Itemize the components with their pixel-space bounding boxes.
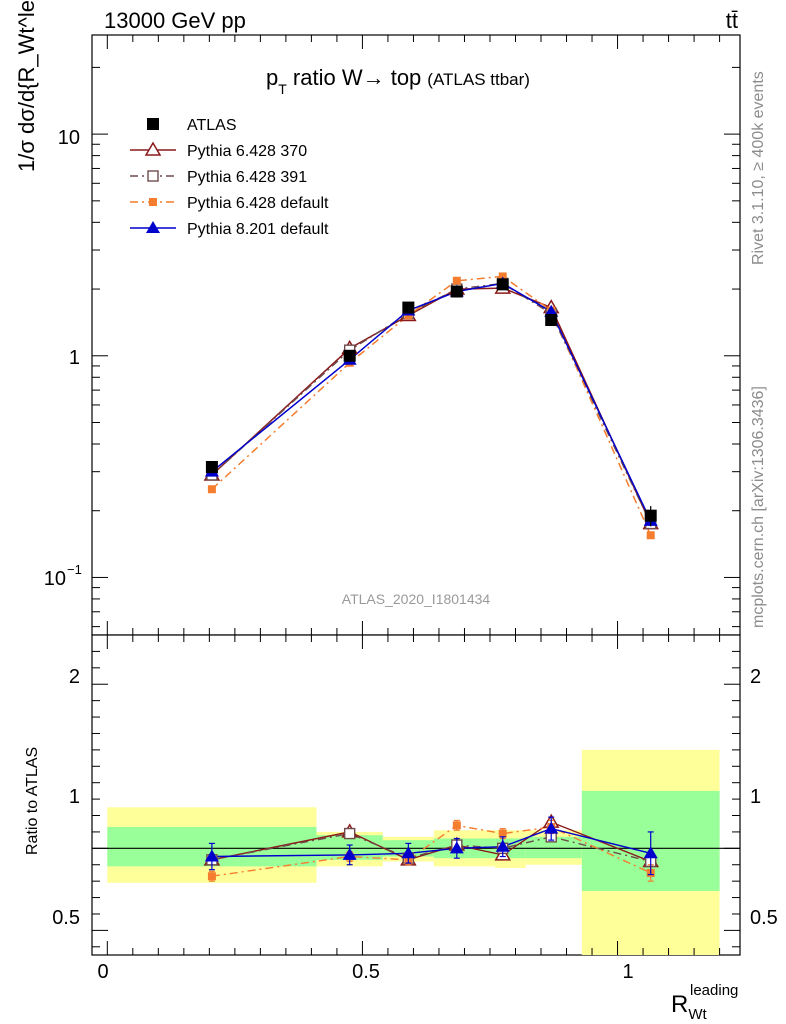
mcplots-label: mcplots.cern.ch [arXiv:1306.3436] xyxy=(750,386,767,628)
x-axis-label-sup: leading xyxy=(690,982,738,999)
data-point-atlas xyxy=(496,278,509,291)
data-point-atlas xyxy=(402,301,415,314)
legend-label: Pythia 6.428 370 xyxy=(187,143,307,160)
legend-marker xyxy=(147,118,159,130)
data-point-atlas xyxy=(450,285,463,298)
chart-title: pT ratio W→ top (ATLAS ttbar) xyxy=(266,65,530,97)
legend-label: Pythia 8.201 default xyxy=(187,221,329,238)
process-label: tt̄ xyxy=(726,8,738,33)
x-axis-label-main: R xyxy=(671,991,688,1018)
legend-label: Pythia 6.428 391 xyxy=(187,169,307,186)
legend-marker xyxy=(146,221,160,233)
legend-marker xyxy=(147,170,159,182)
ratio-ytick-label-0.5: 0.5 xyxy=(52,907,80,929)
data-point xyxy=(544,304,559,317)
ratio-ytick-label-2-right: 2 xyxy=(750,666,761,688)
ratio-panel: 2 1 0.5 2 1 0.5 Ratio to ATLAS 0 0.5 1 R… xyxy=(24,634,778,1023)
xtick-label-1: 1 xyxy=(622,961,633,983)
legend-label: Pythia 6.428 default xyxy=(187,195,329,212)
ratio-ytick-label-1-right: 1 xyxy=(750,786,761,808)
legend-marker xyxy=(149,198,157,206)
ratio-data-point xyxy=(204,849,219,862)
ratio-y-axis-label: Ratio to ATLAS xyxy=(24,747,41,855)
xtick-label-0: 0 xyxy=(97,961,108,983)
chart-title-rest: ratio W→ top xyxy=(287,65,421,90)
energy-label: 13000 GeV pp xyxy=(104,8,246,33)
main-frame xyxy=(91,34,741,636)
x-axis-label-sub: Wt xyxy=(688,1006,707,1023)
data-point xyxy=(646,531,655,540)
ytick-label-0.1-exponent: −1 xyxy=(67,562,82,577)
ratio-data-point xyxy=(343,827,356,840)
ratio-series-layer xyxy=(203,813,660,882)
uncertainty-band-green xyxy=(525,836,582,859)
ratio-data-point xyxy=(401,846,416,859)
ratio-data-point xyxy=(643,846,658,859)
data-point-atlas xyxy=(644,509,657,522)
ratio-data-point xyxy=(498,829,507,838)
data-point-atlas xyxy=(545,314,558,327)
ratio-ytick-label-2: 2 xyxy=(69,666,80,688)
main-y-ticks xyxy=(92,35,740,635)
ratio-data-point xyxy=(452,821,461,830)
legend: ATLAS Pythia 6.428 370 Pythia 6.428 391 Pyt… xyxy=(130,117,329,238)
ratio-data-point xyxy=(207,872,216,881)
xtick-label-0.5: 0.5 xyxy=(352,961,380,983)
ratio-ytick-label-0.5-right: 0.5 xyxy=(750,907,778,929)
ytick-label-10: 10 xyxy=(58,127,80,149)
data-point-atlas xyxy=(343,349,356,362)
rivet-version-label: Rivet 3.1.10, ≥ 400k events xyxy=(750,71,767,265)
ratio-data-point xyxy=(544,821,559,834)
ratio-data-point xyxy=(342,847,357,860)
chart-title-small: (ATLAS ttbar) xyxy=(427,70,530,89)
data-point xyxy=(207,485,216,494)
ratio-data-point xyxy=(449,841,464,854)
ratio-ticks xyxy=(92,635,740,955)
legend-marker xyxy=(144,141,162,156)
data-point xyxy=(498,272,507,281)
analysis-id: ATLAS_2020_I1801434 xyxy=(342,591,491,607)
main-panel: 10 1 10 −1 pT ratio W→ top (ATLAS ttbar) … xyxy=(14,0,741,636)
main-y-axis-label: 1/σ dσ/d{R_Wt^leading} xyxy=(14,0,39,172)
data-point xyxy=(452,276,461,285)
legend-label: ATLAS xyxy=(187,117,237,134)
ratio-data-point xyxy=(495,839,510,852)
ratio-ytick-label-1: 1 xyxy=(69,786,80,808)
x-axis-label: RWt xyxy=(671,991,708,1023)
ytick-label-1: 1 xyxy=(69,347,80,369)
data-point-atlas xyxy=(205,460,218,473)
main-series-layer xyxy=(203,272,660,540)
chart-title-main: p xyxy=(266,65,278,90)
ytick-label-0.1-base: 10 xyxy=(44,568,66,590)
chart-title-sub: T xyxy=(278,81,287,97)
